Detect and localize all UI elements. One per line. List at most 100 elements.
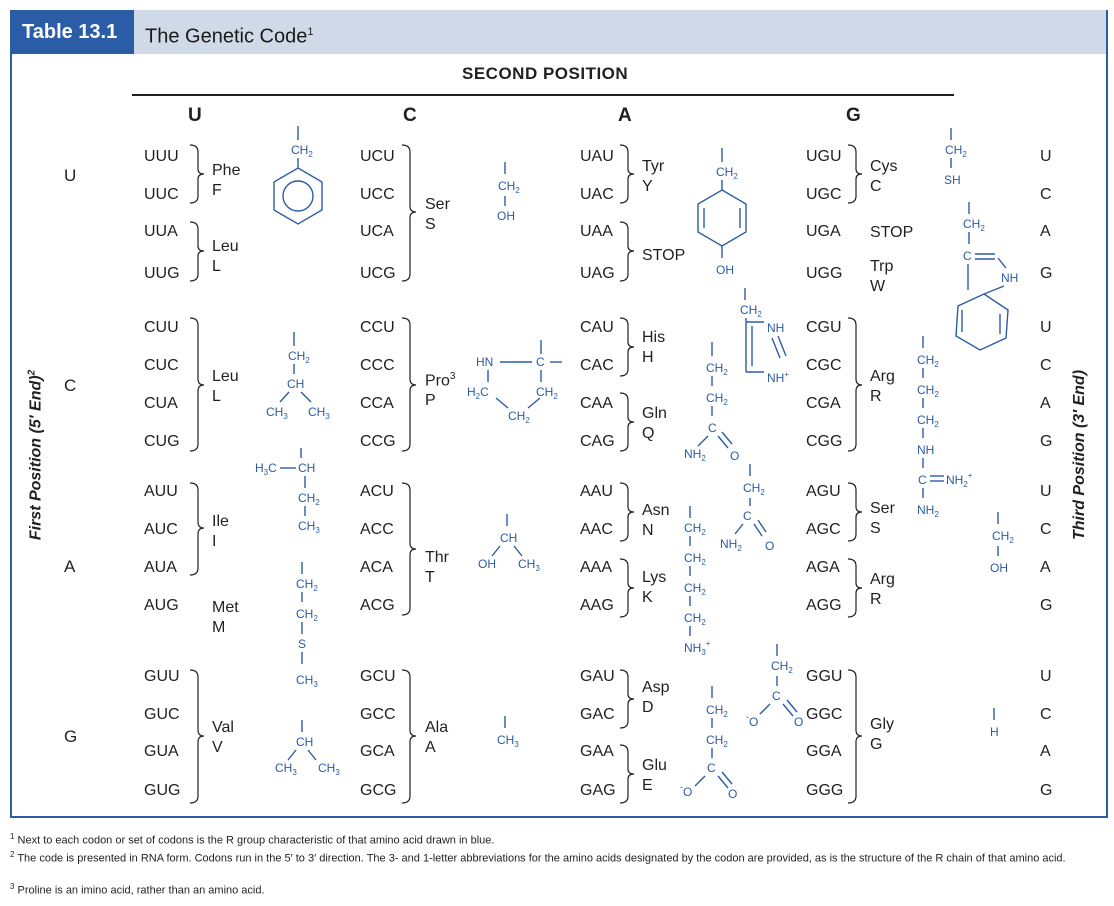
codon: GAC	[580, 706, 615, 723]
aa-name: Lys	[642, 569, 667, 586]
svg-text:NH2+: NH2+	[946, 471, 973, 489]
codon: UCU	[360, 148, 395, 165]
svg-text:O: O	[794, 715, 803, 729]
svg-text:SH: SH	[944, 173, 961, 187]
codon: GCA	[360, 743, 395, 760]
svg-text:CH2: CH2	[291, 143, 313, 159]
codon: CGA	[806, 395, 841, 412]
brace-ala	[401, 669, 417, 804]
third-base: C	[1040, 357, 1052, 374]
r-group-ser-uc: CH2 OH	[497, 162, 520, 223]
second-base-a: A	[618, 105, 632, 126]
aa-name: Ala	[425, 719, 449, 736]
svg-text:CH2: CH2	[743, 481, 765, 497]
codon: ACC	[360, 521, 394, 538]
brace-gly	[847, 669, 863, 804]
aa-letter: L	[212, 258, 221, 275]
svg-text:CH2: CH2	[684, 581, 706, 597]
brace-his	[619, 317, 635, 377]
codon: CGC	[806, 357, 842, 374]
codon: CGU	[806, 319, 842, 336]
first-base-a: A	[64, 557, 76, 576]
third-base: A	[1040, 395, 1051, 412]
brace-glu	[619, 744, 635, 804]
footnote-mark: 2	[10, 850, 15, 859]
third-base: G	[1040, 433, 1053, 450]
svg-text:H: H	[990, 725, 999, 739]
aa-note: 3	[449, 371, 456, 382]
aa-thr: Thr T	[425, 548, 449, 588]
svg-text:CH3: CH3	[296, 673, 318, 689]
svg-text:CH: CH	[500, 531, 517, 545]
svg-text:OH: OH	[497, 209, 515, 223]
svg-text:CH2: CH2	[992, 529, 1014, 545]
brace-lys	[619, 558, 635, 618]
aa-letter: Q	[642, 425, 655, 442]
codon: GGC	[806, 706, 843, 723]
svg-text:CH3: CH3	[518, 557, 540, 573]
aa-letter: S	[870, 520, 881, 537]
third-base: U	[1040, 668, 1052, 685]
brace-ser-u	[401, 144, 417, 282]
codon: GAG	[580, 782, 616, 799]
codon: CAG	[580, 433, 615, 450]
second-base-u: U	[188, 105, 202, 126]
r-group-phe: CH2	[273, 126, 323, 225]
codon: GGG	[806, 782, 844, 799]
third-base: G	[1040, 597, 1053, 614]
aa-gln: Gln Q	[642, 404, 667, 444]
aa-letter: K	[642, 589, 653, 606]
brace-asn	[619, 482, 635, 542]
codon: CCA	[360, 395, 394, 412]
svg-text:CH2: CH2	[917, 413, 939, 429]
aa-letter: C	[870, 178, 882, 195]
r-group-leu: CH2 CH CH3 CH3	[266, 332, 330, 421]
svg-text:CH2: CH2	[684, 611, 706, 627]
svg-text:CH2: CH2	[706, 361, 728, 377]
svg-text:CH2: CH2	[498, 179, 520, 195]
codon: AAG	[580, 597, 614, 614]
svg-text:CH2: CH2	[536, 385, 558, 401]
third-base: A	[1040, 559, 1051, 576]
third-base: G	[1040, 782, 1053, 799]
heading-rule	[132, 94, 954, 96]
r-group-cys: CH2 SH	[944, 128, 967, 187]
brace-arg-c	[847, 317, 863, 452]
third-base: C	[1040, 186, 1052, 203]
aa-name: Asn	[642, 502, 670, 519]
aa-name: Arg	[870, 368, 895, 385]
aa-name: Glu	[642, 757, 667, 774]
aa-arg-c: Arg R	[870, 367, 895, 407]
footnote-2: 2 The code is presented in RNA form. Cod…	[10, 848, 1100, 866]
svg-text:C: C	[707, 761, 716, 775]
first-base-u: U	[64, 166, 77, 185]
third-base: A	[1040, 743, 1051, 760]
codon: AUA	[144, 559, 177, 576]
aa-asp: Asp D	[642, 678, 670, 718]
third-base: U	[1040, 483, 1052, 500]
r-group-his: CH2 NH NH+	[740, 288, 789, 385]
codon: CUU	[144, 319, 179, 336]
aa-name: Leu	[212, 238, 239, 255]
codon: UCG	[360, 265, 396, 282]
aa-name: Thr	[425, 549, 449, 566]
codon: CUA	[144, 395, 178, 412]
r-group-asp: CH2 C -O O	[746, 644, 803, 729]
aa-ile: Ile I	[212, 512, 229, 552]
codon: UUU	[144, 148, 179, 165]
second-base-c: C	[403, 105, 417, 126]
codon: ACG	[360, 597, 395, 614]
aa-letter: E	[642, 777, 653, 794]
codon: UUC	[144, 186, 179, 203]
aa-name: Leu	[212, 368, 239, 385]
svg-text:CH2: CH2	[288, 349, 310, 365]
svg-text:CH2: CH2	[771, 659, 793, 675]
aa-met: Met M	[212, 598, 239, 638]
codon: GCC	[360, 706, 396, 723]
aa-name: Gly	[870, 716, 894, 733]
aa-letter: R	[870, 388, 882, 405]
footnote-text: Next to each codon or set of codons is t…	[17, 834, 495, 847]
svg-text:NH2: NH2	[720, 537, 742, 553]
svg-text:H3C: H3C	[255, 461, 277, 477]
codon: CAU	[580, 319, 614, 336]
